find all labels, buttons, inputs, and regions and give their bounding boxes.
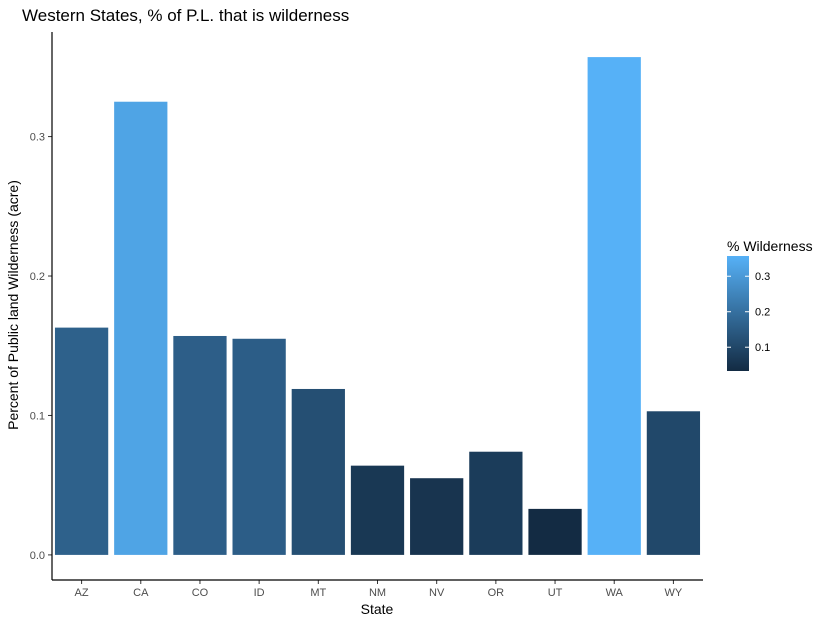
bar-co: [173, 335, 227, 555]
legend-colorbar: [727, 256, 749, 371]
y-tick-label: 0.1: [30, 410, 45, 422]
x-tick-label: CA: [133, 587, 149, 599]
bar-ut: [528, 508, 582, 555]
y-tick-label: 0.3: [30, 132, 45, 144]
bar-wy: [646, 411, 701, 555]
x-tick-label: WA: [606, 587, 624, 599]
x-axis-ticks: AZ CA CO ID MT NM NV OR UT WA WY: [75, 580, 683, 599]
bar-id: [232, 338, 286, 555]
x-tick-label: MT: [310, 587, 326, 599]
x-tick-label: AZ: [75, 587, 89, 599]
bar-or: [469, 451, 523, 555]
legend-tick-label: 0.3: [755, 271, 770, 283]
bars: [54, 57, 701, 555]
x-tick-label: WY: [665, 587, 683, 599]
x-tick-label: NV: [429, 587, 445, 599]
bar-mt: [291, 388, 345, 555]
plot-area: 0.0 0.1 0.2 0.3 AZ CA CO ID MT NM NV OR UT WA WY: [30, 32, 703, 599]
y-axis-title: Percent of Public land Wilderness (acre): [5, 180, 21, 430]
legend-ticks: 0.1 0.2 0.3: [727, 271, 770, 354]
x-tick-label: ID: [254, 587, 265, 599]
x-tick-label: OR: [488, 587, 505, 599]
bar-nv: [410, 478, 464, 555]
x-tick-label: NM: [369, 587, 386, 599]
y-tick-label: 0.2: [30, 271, 45, 283]
legend: % Wilderness 0.1 0.2 0.3: [727, 238, 813, 371]
legend-tick-label: 0.1: [755, 342, 770, 354]
bar-nm: [350, 465, 405, 555]
y-axis-ticks: 0.0 0.1 0.2 0.3: [30, 132, 52, 562]
x-tick-label: UT: [548, 587, 563, 599]
legend-title: % Wilderness: [727, 238, 813, 254]
legend-tick-label: 0.2: [755, 307, 770, 319]
bar-wa: [587, 57, 641, 555]
bar-ca: [114, 101, 168, 555]
x-tick-label: CO: [192, 587, 209, 599]
bar-az: [54, 327, 109, 555]
chart-title: Western States, % of P.L. that is wilder…: [22, 6, 349, 25]
y-tick-label: 0.0: [30, 550, 45, 562]
x-axis-title: State: [361, 601, 394, 617]
